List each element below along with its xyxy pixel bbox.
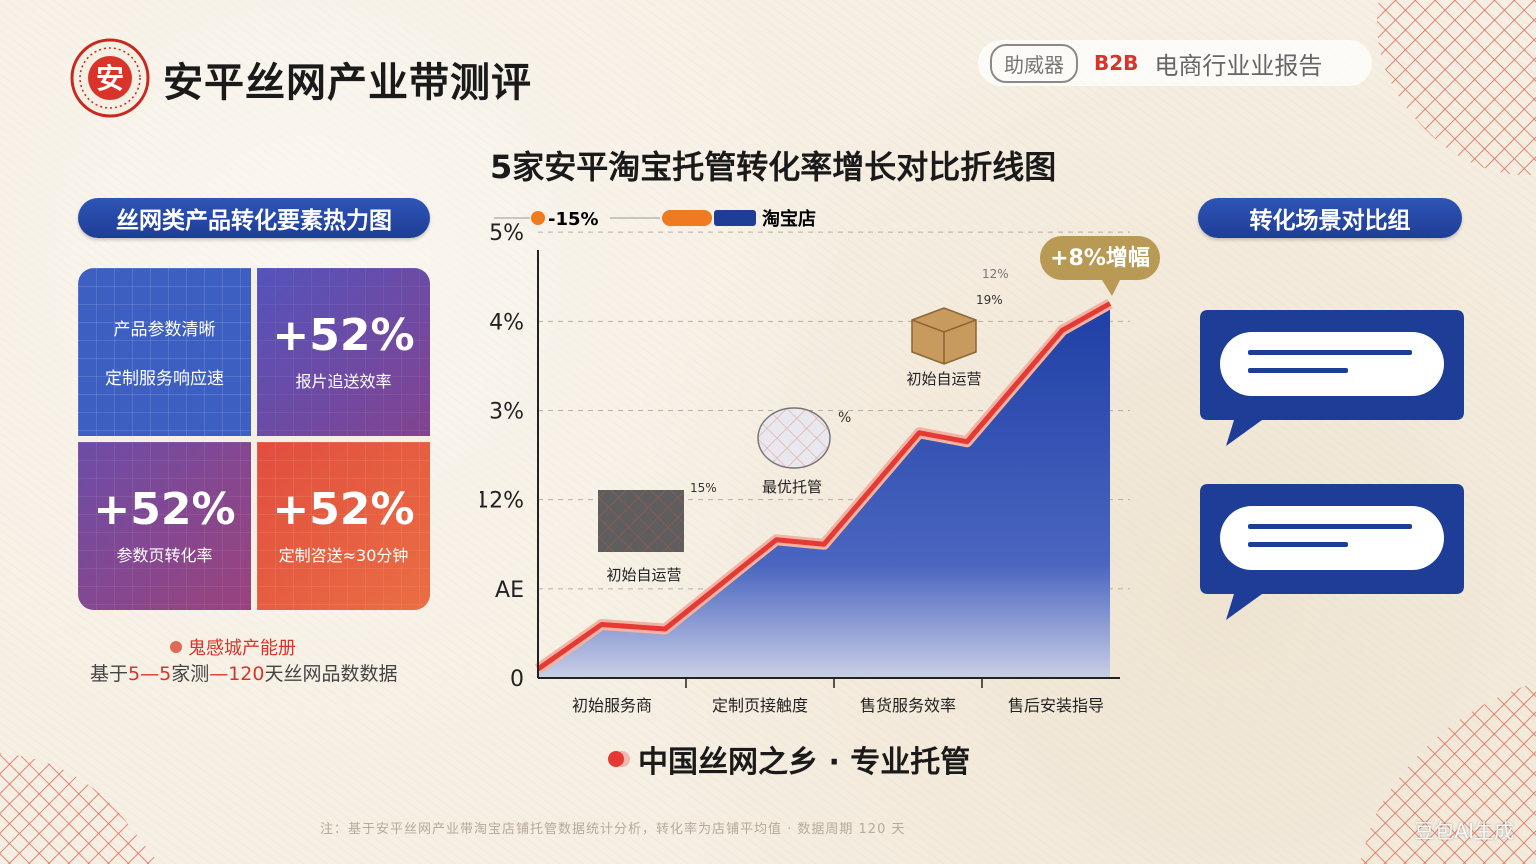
peak-callout-label: +8%增幅 [1050,245,1150,271]
heatmap-cell-value: +52% [272,483,415,535]
y-tick-label: 12% [480,489,524,514]
heatmap-cell-conversion: +52% 参数页转化率 [78,442,251,610]
peak-callout-pointer [1102,280,1120,296]
source-note-mid: 家测 [171,663,210,685]
heatmap-cell-text: 定制服务响应速 [105,369,224,389]
chart-title: 5家安平淘宝托管转化率增长对比折线图 [490,148,1057,186]
legend-swatch-orange [531,211,545,225]
peak-callout: +8%增幅 [1040,236,1160,296]
footer-tagline: 中国丝网之乡 · 专业托管 [608,737,970,781]
chat-bubble-icon [1200,310,1464,446]
y-axis-ticks: 0 AE 12% 3% 4% 5% [480,221,524,692]
source-note: 基于5—5家测—120天丝网品数数据 [90,659,398,686]
x-tick-label: 定制页接触度 [712,696,808,715]
conversion-heatmap: 产品参数清晰 定制服务响应速 +52% 报片追送效率 +52% 参数页转化率 +… [78,268,430,610]
heatmap-cell-label: 参数页转化率 [116,546,213,566]
x-tick-label: 售货服务效率 [860,696,956,715]
heatmap-cell-efficiency: +52% 报片追送效率 [257,268,430,436]
report-badge: 助威器 B2B 电商行业业报告 [978,40,1372,86]
scene-section-title: 转化场景对比组 [1198,198,1462,238]
y-tick-label: AE [495,578,524,603]
legend-label-1: -15% [548,209,599,230]
annotation-label: 最优托管 [762,478,822,496]
badge-pill: 助威器 [990,43,1078,83]
y-tick-label: 4% [489,310,524,335]
heatmap-cell-value: +52% [93,483,236,535]
annotation-label: 初始自运营 [906,370,981,388]
brand-logo-seal: 安 [70,38,150,118]
peak-callout-bubble [1040,236,1160,280]
heatmap-cell-label: 定制咨送≈30分钟 [278,546,409,566]
legend-swatch-bar [662,210,712,226]
x-axis-ticks: 初始服务商 定制页接触度 售货服务效率 售后安装指导 [572,678,1104,715]
source-label-text: 鬼感城产能册 [188,638,296,659]
brand-title: 安平丝网产业带测评 [163,60,532,106]
annotation-pct: 12% [982,267,1009,281]
area-fill [538,303,1110,678]
annotation-label: 初始自运营 [606,566,681,584]
bullet-dot-icon [608,751,624,767]
x-tick-label: 售后安装指导 [1008,696,1104,715]
x-tick-label: 初始服务商 [572,696,652,715]
heatmap-cell-value: +52% [272,309,415,361]
source-note-hl1: 5—5 [128,663,172,685]
y-tick-label: 0 [510,667,524,692]
heatmap-cell-custom: +52% 定制咨送≈30分钟 [257,442,430,610]
annotation-box: 19% 初始自运营 [906,293,1002,388]
legend-swatch-blue [714,210,756,226]
conversion-growth-chart: -15% 淘宝店 0 AE 12% 3% 4% 5% 初始服务商 定制页接触度 售货服务效率 售… [480,208,1160,715]
source-note-pre: 基于 [90,663,129,685]
badge-b2b: B2B [1094,51,1139,75]
ai-watermark: 豆包AI生成 [1414,819,1514,843]
heatmap-cell-text: 产品参数清晰 [113,320,216,340]
heatmap-cell-params: 产品参数清晰 定制服务响应速 [78,268,251,436]
y-tick-label: 5% [489,221,524,246]
chat-bubble-icon [1200,484,1464,620]
source-note-post: 天丝网品数数据 [264,663,398,685]
data-line [536,301,1112,672]
bullet-dot-icon [170,641,182,653]
footer-tagline-text: 中国丝网之乡 · 专业托管 [638,745,971,780]
annotation-pct: % [838,410,851,426]
legend-label-2: 淘宝店 [762,208,816,230]
y-tick-label: 3% [489,400,524,425]
chart-legend: -15% 淘宝店 [494,208,816,230]
annotation-mesh-square: 15% 初始自运营 [598,481,717,584]
source-label: 鬼感城产能册 [170,634,296,660]
annotation-pct: 15% [690,481,717,495]
logo-char: 安 [96,62,124,95]
fine-print: 注：基于安平丝网产业带淘宝店铺托管数据统计分析，转化率为店铺平均值 · 数据周期… [320,822,906,837]
source-note-hl2: —120 [209,663,265,685]
heatmap-section-title: 丝网类产品转化要素热力图 [78,198,430,238]
annotation-mesh-roll: % 最优托管 [757,407,851,496]
annotation-pct: 19% [976,293,1003,307]
badge-text: 电商行业业报告 [1154,51,1323,80]
heatmap-cell-label: 报片追送效率 [295,372,392,392]
